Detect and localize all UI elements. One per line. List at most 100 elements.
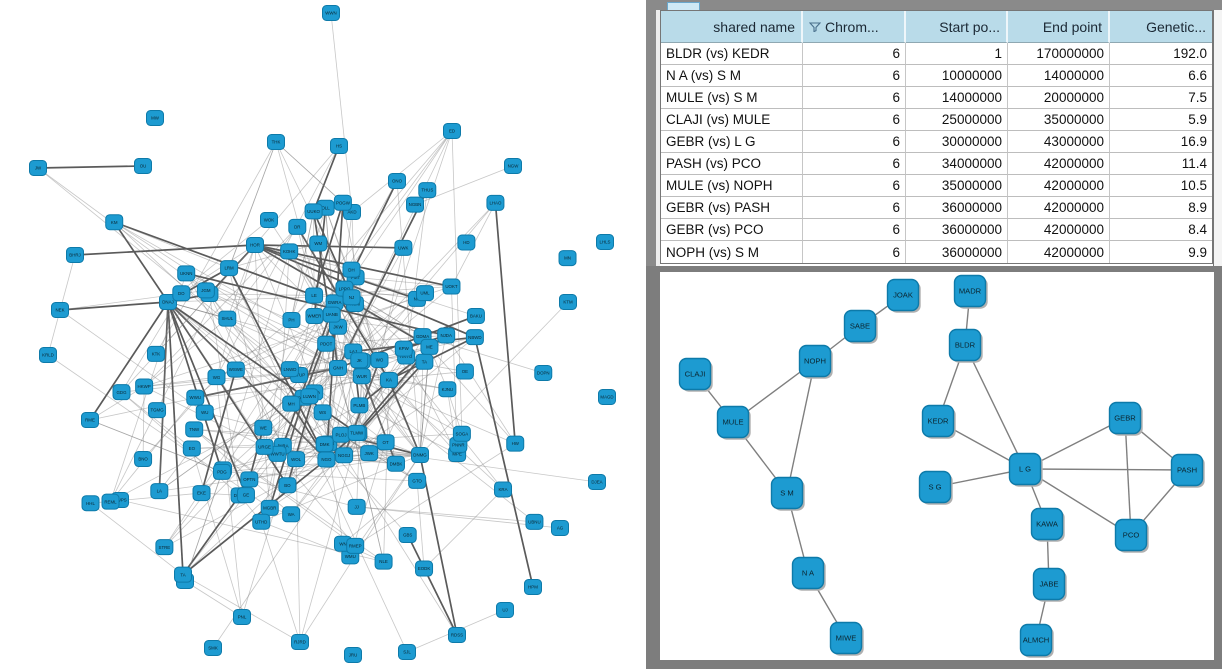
overview-edge[interactable] bbox=[275, 141, 356, 305]
node-PCO[interactable]: PCO bbox=[1114, 518, 1149, 553]
overview-edge[interactable] bbox=[195, 367, 339, 399]
overview-node[interactable]: GNH bbox=[329, 360, 347, 376]
overview-edge[interactable] bbox=[282, 302, 336, 447]
overview-edge[interactable] bbox=[216, 145, 340, 378]
overview-node[interactable]: HOR bbox=[246, 237, 264, 253]
overview-edge[interactable] bbox=[182, 574, 301, 643]
overview-node[interactable]: JJ bbox=[347, 498, 366, 515]
overview-node[interactable]: PDOT bbox=[317, 335, 336, 352]
overview-node[interactable]: NJDA bbox=[437, 327, 456, 344]
overview-edge[interactable] bbox=[143, 318, 228, 387]
node-GEBR[interactable]: GEBR bbox=[1108, 401, 1143, 436]
overview-node[interactable]: WG bbox=[207, 369, 226, 386]
overview-edge[interactable] bbox=[290, 432, 359, 515]
overview-edge[interactable] bbox=[248, 427, 265, 480]
overview-edge[interactable] bbox=[277, 453, 356, 547]
overview-edge[interactable] bbox=[228, 268, 264, 428]
overview-edge[interactable] bbox=[356, 336, 476, 434]
table-cell[interactable]: N A (vs) S M bbox=[661, 65, 803, 87]
overview-node[interactable]: DR bbox=[288, 218, 307, 235]
overview-node[interactable]: LUWN bbox=[300, 388, 319, 405]
overview-edge[interactable] bbox=[406, 534, 458, 636]
overview-edge[interactable] bbox=[419, 301, 569, 456]
overview-edge[interactable] bbox=[361, 286, 452, 362]
overview-edge[interactable] bbox=[158, 301, 169, 492]
scrollbar-thumb-fragment[interactable] bbox=[667, 2, 700, 10]
overview-edge[interactable] bbox=[312, 145, 340, 212]
overview-edge[interactable] bbox=[349, 442, 386, 557]
overview-node[interactable]: TA bbox=[174, 566, 193, 583]
node-KEDR[interactable]: KEDR bbox=[921, 404, 956, 439]
overview-node[interactable]: EKE bbox=[192, 485, 211, 502]
overview-node[interactable]: NJ bbox=[342, 289, 361, 306]
filter-icon[interactable] bbox=[809, 21, 821, 32]
node-BLDR[interactable]: BLDR bbox=[948, 328, 983, 363]
overview-edge[interactable] bbox=[194, 428, 421, 456]
overview-node[interactable]: OE bbox=[455, 363, 474, 380]
overview-node[interactable]: TA bbox=[415, 353, 434, 370]
overview-node[interactable]: PLMB bbox=[350, 397, 369, 414]
overview-edge[interactable] bbox=[37, 165, 144, 169]
overview-node[interactable]: REML bbox=[101, 493, 120, 510]
table-cell[interactable]: 170000000 bbox=[1008, 43, 1110, 65]
table-cell[interactable]: GEBR (vs) PASH bbox=[661, 197, 803, 219]
overview-node[interactable]: BO bbox=[278, 477, 297, 494]
overview-edge[interactable] bbox=[216, 377, 243, 618]
overview-edge[interactable] bbox=[275, 141, 339, 369]
overview-node[interactable]: PDG bbox=[212, 463, 231, 480]
overview-edge[interactable] bbox=[419, 454, 458, 636]
table-cell[interactable]: MULE (vs) S M bbox=[661, 87, 803, 109]
overview-node[interactable]: HD bbox=[457, 234, 476, 251]
overview-edge[interactable] bbox=[388, 379, 448, 390]
table-cell[interactable]: 6 bbox=[803, 153, 906, 175]
overview-node[interactable]: GE bbox=[236, 487, 255, 504]
table-cell[interactable]: 6 bbox=[803, 219, 906, 241]
overview-node[interactable]: NBWD bbox=[465, 329, 484, 346]
overview-edge[interactable] bbox=[167, 301, 223, 473]
overview-edge[interactable] bbox=[226, 226, 298, 319]
overview-edge[interactable] bbox=[419, 293, 426, 456]
overview-node[interactable]: AG bbox=[551, 520, 569, 536]
overview-node[interactable]: DO bbox=[172, 285, 191, 302]
overview-edge[interactable] bbox=[337, 367, 384, 562]
overview-node[interactable]: LE bbox=[305, 287, 324, 304]
table-row[interactable]: N A (vs) S M 6 10000000 14000000 6.6 bbox=[661, 65, 1212, 87]
node-CLAJI[interactable]: CLAJI bbox=[678, 357, 713, 392]
overview-node[interactable]: THK bbox=[267, 134, 285, 150]
table-cell[interactable]: 11.4 bbox=[1110, 153, 1212, 175]
overview-edge[interactable] bbox=[361, 202, 496, 362]
overview-node[interactable]: GBS bbox=[398, 527, 417, 544]
overview-node[interactable]: HKWP bbox=[135, 378, 154, 395]
overview-node[interactable]: LHLS bbox=[596, 234, 614, 250]
overview-edge[interactable] bbox=[209, 293, 240, 496]
overview-node[interactable]: SJL bbox=[398, 644, 416, 660]
table-cell[interactable]: 42000000 bbox=[1008, 241, 1110, 263]
edge-BLDR-LG[interactable] bbox=[964, 344, 1026, 470]
overview-edge[interactable] bbox=[74, 244, 256, 256]
table-row[interactable]: GEBR (vs) PASH 6 36000000 42000000 8.9 bbox=[661, 197, 1212, 219]
overview-node[interactable]: OPTN bbox=[240, 471, 259, 488]
overview-node[interactable]: MGBR bbox=[260, 499, 279, 516]
overview-node[interactable]: OT bbox=[376, 434, 395, 451]
edge-LG-PASH[interactable] bbox=[1024, 468, 1188, 471]
overview-edge[interactable] bbox=[342, 480, 418, 545]
overview-edge[interactable] bbox=[354, 443, 516, 547]
overview-node[interactable]: GTO bbox=[408, 472, 427, 489]
overview-edge[interactable] bbox=[299, 374, 389, 381]
overview-edge[interactable] bbox=[423, 489, 504, 569]
overview-node[interactable]: ONO bbox=[388, 173, 406, 189]
overview-node[interactable]: ME bbox=[420, 338, 439, 355]
overview-edge[interactable] bbox=[282, 405, 360, 447]
overview-edge[interactable] bbox=[90, 502, 184, 575]
overview-edge[interactable] bbox=[167, 301, 327, 460]
overview-node[interactable]: JGM bbox=[196, 282, 215, 299]
overview-edge[interactable] bbox=[314, 315, 342, 435]
overview-edge[interactable] bbox=[204, 367, 339, 413]
table-cell[interactable]: GEBR (vs) PCO bbox=[661, 219, 803, 241]
overview-edge[interactable] bbox=[275, 141, 344, 204]
node-ALMCH[interactable]: ALMCH bbox=[1019, 623, 1054, 658]
table-cell[interactable]: 36000000 bbox=[906, 241, 1008, 263]
overview-edge[interactable] bbox=[193, 429, 356, 547]
overview-edge[interactable] bbox=[200, 369, 237, 494]
overview-node[interactable]: WA bbox=[282, 506, 301, 523]
